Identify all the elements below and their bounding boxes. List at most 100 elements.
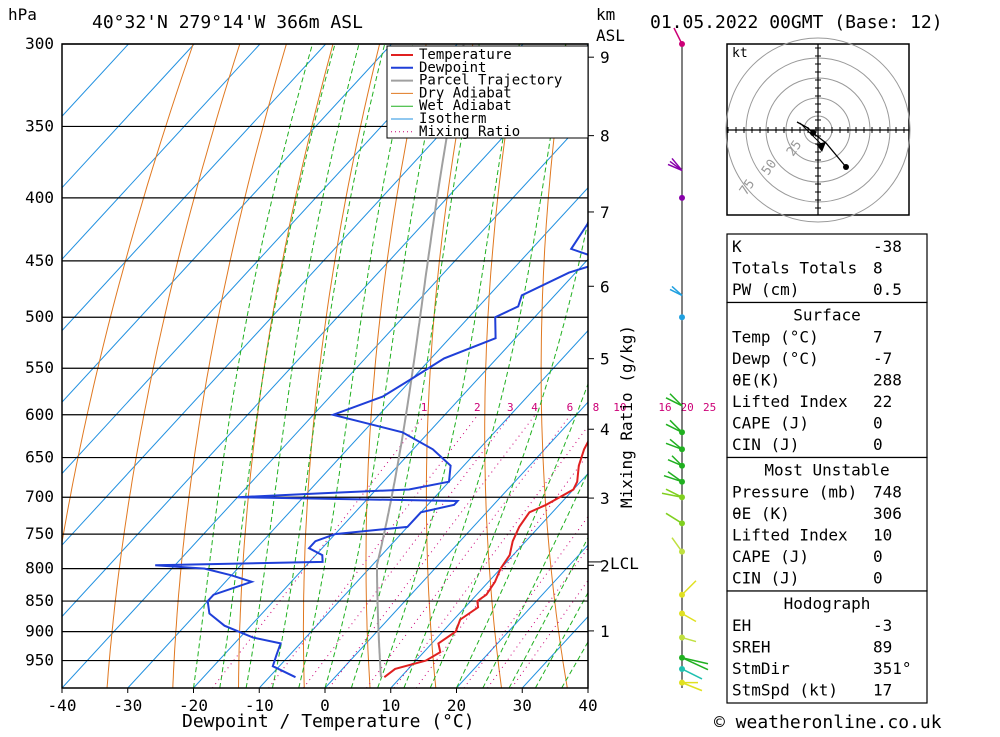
dry-adiabat-line <box>239 44 334 688</box>
wind-level-dot <box>679 314 685 320</box>
wet-adiabat-line <box>299 44 413 688</box>
isotherm-line <box>0 44 392 688</box>
isotherm-line <box>0 44 589 688</box>
mixing-ratio-label: 3 <box>507 401 514 414</box>
index-label: SREH <box>732 638 771 657</box>
x-axis-title: Dewpoint / Temperature (°C) <box>182 711 475 732</box>
index-value: 0 <box>873 435 883 454</box>
wind-level-dot <box>679 429 685 435</box>
temperature-tick-label: 40 <box>578 696 597 715</box>
pressure-tick-labels: 3003504004505005506006507007508008509009… <box>25 34 54 670</box>
lcl-label: LCL <box>610 554 639 573</box>
legend-entry: Mixing Ratio <box>419 124 520 140</box>
wind-barb-column <box>662 28 708 691</box>
index-value: 306 <box>873 504 902 523</box>
mixing-ratio-label: 25 <box>703 401 716 414</box>
pressure-tick-label: 450 <box>25 251 54 270</box>
wind-level-dot <box>679 41 685 47</box>
wind-level-dot <box>679 635 685 641</box>
pressure-tick-label: 500 <box>25 307 54 326</box>
wind-level-dot <box>679 611 685 617</box>
dry-adiabat-line <box>366 44 426 688</box>
mixing-ratio-label: 16 <box>658 401 671 414</box>
index-value: 7 <box>873 328 883 347</box>
index-label: Lifted Index <box>732 526 848 545</box>
isotherm-line <box>62 44 655 688</box>
index-label: Dewp (°C) <box>732 349 819 368</box>
km-tick-label: 7 <box>600 203 610 222</box>
pressure-tick-label: 900 <box>25 622 54 641</box>
index-value: 17 <box>873 681 892 700</box>
hodograph-point <box>843 164 849 170</box>
pressure-tick-label: 550 <box>25 358 54 377</box>
index-label: StmSpd (kt) <box>732 681 838 700</box>
wind-level-dot <box>679 549 685 555</box>
index-value: 8 <box>873 259 883 278</box>
temperature-tick-label: -40 <box>48 696 77 715</box>
temperature-tick-label: 30 <box>513 696 532 715</box>
footer-credit: © weatheronline.co.uk <box>714 712 942 733</box>
km-tick-label: 8 <box>600 127 610 146</box>
index-value: 0 <box>873 547 883 566</box>
km-tick-label: 2 <box>600 556 610 575</box>
index-value: 0 <box>873 569 883 588</box>
pressure-unit-label: hPa <box>8 5 37 24</box>
location-title: 40°32'N 279°14'W 366m ASL <box>92 12 363 33</box>
dry-adiabat-line <box>985 44 1000 688</box>
km-tick-label: 9 <box>600 48 610 67</box>
mixing-ratio-label: 1 <box>421 401 428 414</box>
index-label: EH <box>732 616 751 635</box>
wet-adiabat-line <box>378 44 520 688</box>
mixing-ratio-label: 4 <box>531 401 538 414</box>
dry-adiabat-line <box>939 44 1000 688</box>
index-value: -38 <box>873 237 902 256</box>
index-label: StmDir <box>732 659 790 678</box>
mixing-ratio-line <box>367 415 571 688</box>
index-label: Lifted Index <box>732 392 848 411</box>
hodograph-indices-block-title: Hodograph <box>784 594 871 613</box>
wind-level-dot <box>679 195 685 201</box>
wind-level-dot <box>679 494 685 500</box>
index-label: K <box>732 237 742 256</box>
index-value: 748 <box>873 483 902 502</box>
wind-level-dot <box>679 446 685 452</box>
pressure-tick-label: 950 <box>25 651 54 670</box>
index-value: 0 <box>873 414 883 433</box>
pressure-tick-label: 400 <box>25 188 54 207</box>
wind-level-dot <box>679 680 685 686</box>
temperature-tick-label: -30 <box>113 696 142 715</box>
hodograph-unit: kt <box>732 46 748 61</box>
wet-adiabat-line <box>483 44 747 688</box>
wet-adiabat-line <box>351 44 479 688</box>
index-label: CAPE (J) <box>732 547 809 566</box>
mixing-ratio-label: 2 <box>474 401 481 414</box>
pressure-tick-label: 850 <box>25 591 54 610</box>
wet-adiabat-line <box>194 44 313 688</box>
wet-adiabat-line <box>430 44 619 688</box>
index-label: θE(K) <box>732 371 780 390</box>
wind-barb <box>670 394 682 406</box>
km-tick-label: 5 <box>600 350 610 369</box>
wind-barb <box>682 658 708 670</box>
index-value: 22 <box>873 392 892 411</box>
pressure-tick-label: 800 <box>25 559 54 578</box>
index-label: PW (cm) <box>732 280 799 299</box>
km-tick-label: 6 <box>600 277 610 296</box>
wind-barb <box>682 669 702 679</box>
datetime-title: 01.05.2022 00GMT (Base: 12) <box>650 12 943 33</box>
km-tick-label: 3 <box>600 489 610 508</box>
wind-level-dot <box>679 666 685 672</box>
mixing-ratio-label: 6 <box>567 401 574 414</box>
wind-level-dot <box>679 592 685 598</box>
pressure-tick-label: 350 <box>25 117 54 136</box>
pressure-tick-label: 600 <box>25 405 54 424</box>
dry-adiabat-line <box>41 44 193 688</box>
index-label: Pressure (mb) <box>732 483 857 502</box>
wind-level-dot <box>679 463 685 469</box>
pressure-tick-label: 650 <box>25 448 54 467</box>
